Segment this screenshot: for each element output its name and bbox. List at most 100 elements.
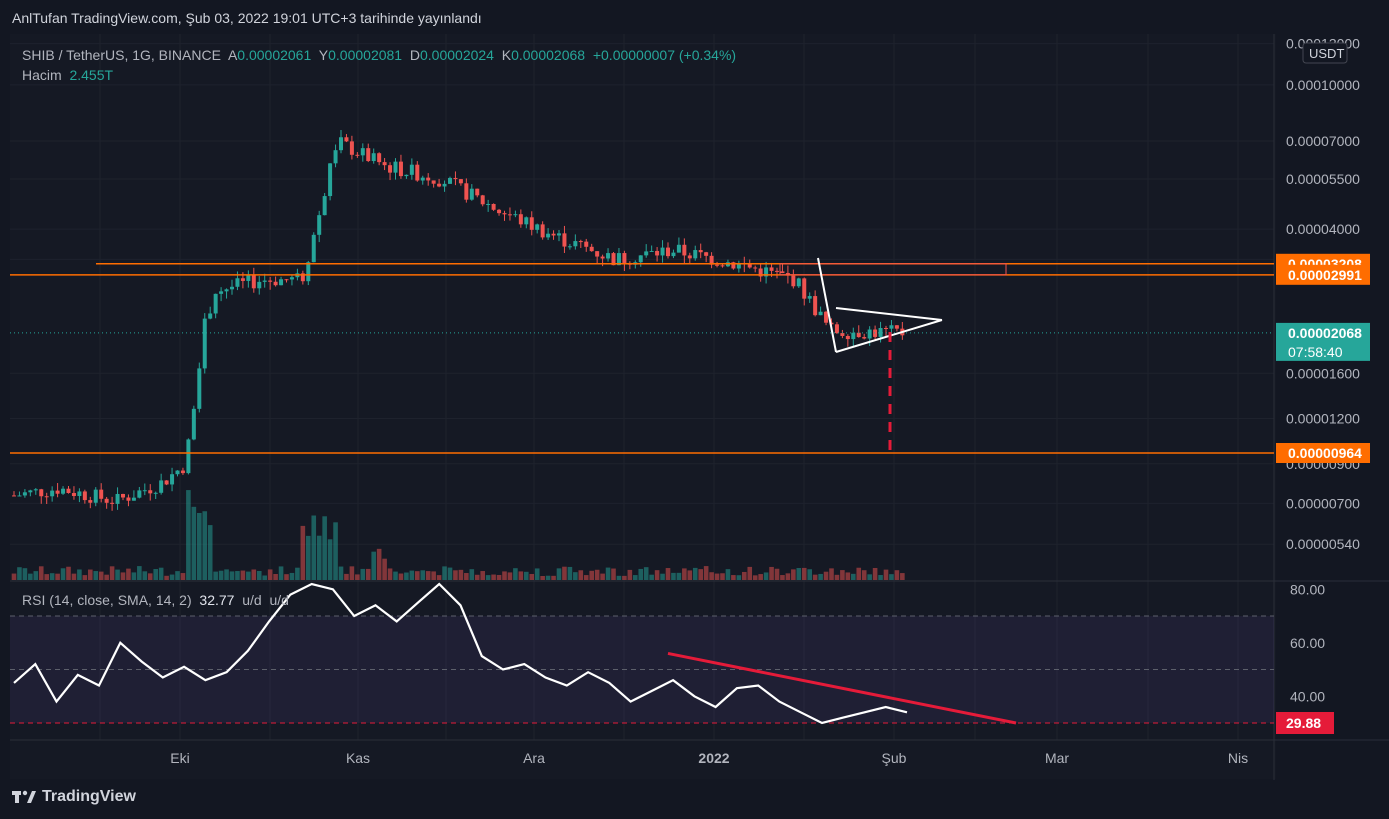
- volume-bar: [322, 516, 327, 580]
- candle-body: [126, 497, 131, 501]
- volume-bar: [682, 568, 687, 580]
- rsi-tick-label: 60.00: [1290, 635, 1325, 651]
- volume-bar: [540, 575, 545, 580]
- candle-body: [758, 268, 763, 277]
- volume-label[interactable]: Hacim: [22, 67, 62, 83]
- candle-body: [322, 196, 327, 216]
- volume-bar: [567, 566, 573, 580]
- candle-body: [306, 262, 311, 282]
- candle-body: [88, 500, 93, 503]
- volume-bar: [605, 567, 611, 580]
- candle-body: [142, 490, 147, 492]
- publish-info: AnlTufan TradingView.com, Şub 03, 2022 1…: [12, 10, 482, 26]
- candle-body: [497, 209, 502, 214]
- price-tag: [1276, 443, 1370, 463]
- candles: [12, 129, 905, 511]
- candle-body: [431, 180, 436, 184]
- volume-bar: [502, 571, 507, 580]
- volume-bar: [801, 567, 807, 580]
- volume-bar: [611, 568, 616, 580]
- volume-bar: [458, 569, 464, 580]
- currency-label: USDT: [1309, 46, 1344, 61]
- rsi-legend[interactable]: RSI (14, close, SMA, 14, 2) 32.77 u/d u/…: [22, 592, 289, 608]
- volume-bar: [829, 568, 834, 580]
- candle-body: [164, 480, 169, 485]
- volume-bar: [878, 575, 883, 580]
- rsi-line: [13, 582, 908, 725]
- volume-bar: [840, 570, 845, 580]
- volume-bar: [355, 574, 360, 580]
- candle-body: [344, 137, 349, 142]
- candle-body: [567, 246, 572, 248]
- volume-bar: [731, 575, 736, 580]
- candle-body: [213, 293, 218, 314]
- candle-body: [622, 253, 627, 263]
- symbol-name[interactable]: SHIB / TetherUS, 1G, BINANCE: [22, 47, 221, 63]
- candle-body: [115, 493, 120, 504]
- resistance-box: [779, 263, 1007, 276]
- volume-bar: [71, 573, 77, 580]
- grid: [10, 34, 1274, 740]
- volume-bar: [213, 571, 218, 580]
- candle-body: [137, 490, 142, 498]
- volume-bar: [147, 573, 153, 580]
- top-bar: AnlTufan TradingView.com, Şub 03, 2022 1…: [0, 0, 1389, 34]
- price-tag: [1276, 322, 1370, 361]
- candle-body: [878, 327, 883, 337]
- candle-body: [448, 177, 452, 184]
- candle-body: [775, 270, 779, 272]
- volume-bar: [169, 574, 175, 580]
- volume-bar: [818, 573, 823, 580]
- volume-bar: [900, 573, 905, 580]
- chart-area[interactable]: [10, 34, 1389, 779]
- candle-body: [273, 281, 278, 286]
- candle-body: [170, 474, 175, 485]
- candle-body: [246, 275, 251, 281]
- candle-body: [355, 154, 360, 156]
- candle-body: [71, 492, 76, 497]
- candle-body: [104, 498, 109, 503]
- candle-body: [339, 137, 343, 151]
- tradingview-logo-icon: [12, 790, 36, 803]
- candle-body: [551, 233, 556, 236]
- volume-bar: [431, 571, 436, 580]
- price-tick-label: 0.00004000: [1286, 221, 1360, 237]
- candle-body: [328, 163, 333, 197]
- candle-body: [894, 325, 899, 329]
- volume-bar: [698, 569, 703, 580]
- volume-bar: [752, 575, 758, 580]
- volume-bar: [442, 566, 447, 580]
- candle-body: [224, 289, 229, 292]
- candle-body: [764, 267, 769, 277]
- volume-bar: [545, 575, 551, 580]
- volume-bar: [300, 525, 306, 580]
- candle-body: [349, 141, 354, 155]
- rsi-value: 32.77: [199, 592, 235, 608]
- volume-bar: [371, 551, 376, 580]
- volume-bar: [158, 567, 164, 580]
- candle-body: [333, 150, 338, 164]
- candle-body: [676, 244, 681, 253]
- time-tick-label: Şub: [882, 750, 907, 766]
- volume-bar: [436, 575, 442, 580]
- volume-bar: [496, 574, 502, 580]
- volume-bar: [889, 574, 894, 580]
- volume-bar: [763, 572, 769, 580]
- volume-bar: [464, 573, 469, 580]
- open-value: 0.00002061: [237, 47, 312, 63]
- candle-body: [66, 488, 71, 493]
- volume-bar: [376, 548, 382, 580]
- volume-bar: [387, 568, 393, 580]
- volume-bar: [524, 571, 529, 580]
- candle-body: [529, 217, 534, 230]
- volume-bar: [93, 571, 99, 580]
- currency-badge: [1302, 42, 1348, 64]
- candle-body: [311, 234, 316, 263]
- candle-body: [469, 188, 474, 200]
- volume-bar: [709, 572, 714, 580]
- volume-bar: [758, 574, 763, 580]
- rsi-trendline: [667, 651, 1017, 725]
- candle-body: [644, 251, 649, 256]
- candle-body: [186, 439, 191, 474]
